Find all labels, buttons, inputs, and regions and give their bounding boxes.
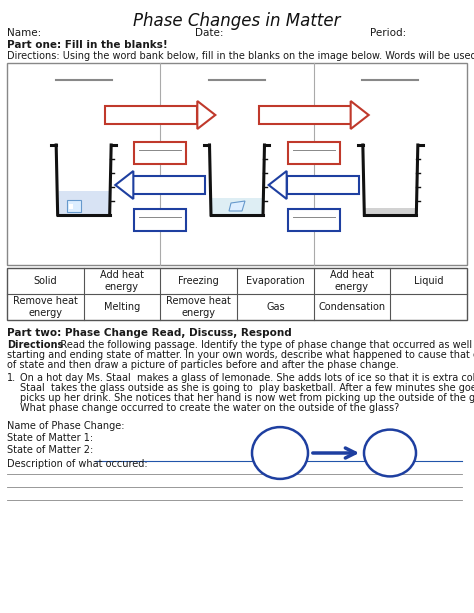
Text: Add heat
energy: Add heat energy bbox=[330, 270, 374, 292]
Text: Condensation: Condensation bbox=[319, 302, 385, 312]
Bar bbox=[288, 142, 340, 164]
Bar bbox=[287, 176, 359, 194]
Ellipse shape bbox=[364, 430, 416, 476]
Text: Period:: Period: bbox=[370, 28, 406, 38]
Bar bbox=[212, 197, 262, 215]
Polygon shape bbox=[269, 171, 287, 199]
Polygon shape bbox=[115, 171, 133, 199]
Polygon shape bbox=[229, 201, 245, 211]
Text: Gas: Gas bbox=[266, 302, 285, 312]
Text: Solid: Solid bbox=[34, 276, 57, 286]
Text: Add heat
energy: Add heat energy bbox=[100, 270, 144, 292]
Text: 1.: 1. bbox=[7, 373, 16, 383]
Text: Evaporation: Evaporation bbox=[246, 276, 305, 286]
Bar bbox=[133, 176, 205, 194]
Text: Part one: Fill in the blanks!: Part one: Fill in the blanks! bbox=[7, 40, 168, 50]
Text: Name:: Name: bbox=[7, 28, 41, 38]
Bar bbox=[105, 106, 197, 124]
Bar bbox=[67, 200, 81, 212]
Bar bbox=[259, 106, 351, 124]
Text: On a hot day Ms. Staal  makes a glass of lemonade. She adds lots of ice so that : On a hot day Ms. Staal makes a glass of … bbox=[20, 373, 474, 383]
Text: Melting: Melting bbox=[104, 302, 140, 312]
Text: picks up her drink. She notices that her hand is now wet from picking up the out: picks up her drink. She notices that her… bbox=[20, 393, 474, 403]
Text: Phase Changes in Matter: Phase Changes in Matter bbox=[133, 12, 341, 30]
Text: Name of Phase Change:: Name of Phase Change: bbox=[7, 421, 125, 431]
Bar bbox=[7, 63, 467, 265]
Text: What phase change occurred to create the water on the outside of the glass?: What phase change occurred to create the… bbox=[20, 403, 399, 413]
Text: Remove heat
energy: Remove heat energy bbox=[166, 296, 231, 318]
Ellipse shape bbox=[252, 427, 308, 479]
Text: Directions: Directions bbox=[7, 340, 63, 350]
Bar bbox=[134, 142, 186, 164]
Text: starting and ending state of matter. In your own words, describe what happened t: starting and ending state of matter. In … bbox=[7, 350, 474, 360]
Bar bbox=[134, 209, 186, 231]
Bar bbox=[365, 208, 415, 215]
Text: State of Matter 2:: State of Matter 2: bbox=[7, 445, 93, 455]
Text: State of Matter 1:: State of Matter 1: bbox=[7, 433, 93, 443]
Bar bbox=[59, 191, 109, 215]
Bar bbox=[7, 268, 467, 320]
Text: Description of what occured:: Description of what occured: bbox=[7, 459, 147, 469]
Polygon shape bbox=[197, 101, 215, 129]
Text: Part two: Phase Change Read, Discuss, Respond: Part two: Phase Change Read, Discuss, Re… bbox=[7, 328, 292, 338]
Text: Liquid: Liquid bbox=[414, 276, 443, 286]
Text: Date:: Date: bbox=[195, 28, 224, 38]
Text: Remove heat
energy: Remove heat energy bbox=[13, 296, 78, 318]
Text: Freezing: Freezing bbox=[178, 276, 219, 286]
Bar bbox=[288, 209, 340, 231]
Bar bbox=[69, 204, 73, 209]
Text: of state and then draw a picture of particles before and after the phase change.: of state and then draw a picture of part… bbox=[7, 360, 399, 370]
Text: Directions: Using the word bank below, fill in the blanks on the image below. Wo: Directions: Using the word bank below, f… bbox=[7, 51, 474, 61]
Text: Staal  takes the glass outside as she is going to  play basketball. After a few : Staal takes the glass outside as she is … bbox=[20, 383, 474, 393]
Polygon shape bbox=[351, 101, 369, 129]
Text: : Read the following passage. Identify the type of phase change that occurred as: : Read the following passage. Identify t… bbox=[54, 340, 474, 350]
